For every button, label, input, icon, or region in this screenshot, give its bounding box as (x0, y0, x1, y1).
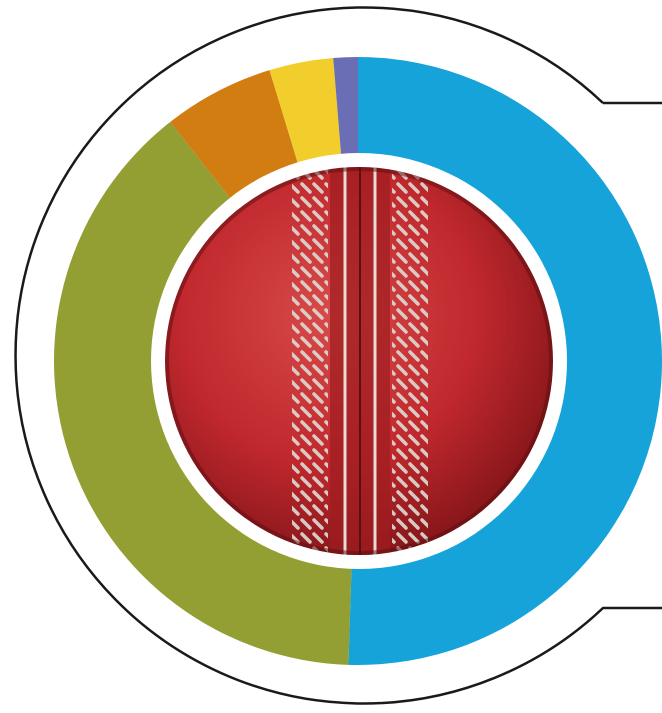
donut-slice (269, 58, 342, 170)
donut-slice (54, 121, 352, 665)
donut-slice (170, 70, 300, 204)
frame-outline (14, 6, 662, 705)
cricket-ball (165, 167, 553, 555)
donut (54, 57, 662, 665)
donut-slice (348, 57, 662, 665)
donut-slice (333, 57, 358, 162)
